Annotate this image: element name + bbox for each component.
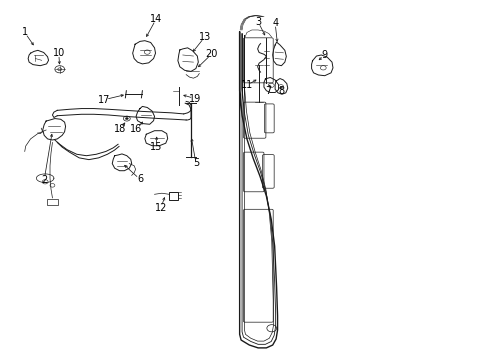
Text: 19: 19 (188, 94, 201, 104)
Text: 12: 12 (154, 203, 167, 213)
Text: 11: 11 (240, 80, 252, 90)
Text: 2: 2 (41, 175, 47, 185)
Text: 16: 16 (130, 124, 142, 134)
Text: 7: 7 (264, 86, 270, 96)
Text: 4: 4 (271, 18, 278, 28)
Text: 1: 1 (21, 27, 28, 37)
Text: 18: 18 (114, 124, 126, 134)
Text: 20: 20 (205, 49, 217, 59)
Text: 9: 9 (321, 50, 327, 60)
Text: 15: 15 (149, 142, 162, 152)
Text: 8: 8 (277, 86, 284, 96)
Text: 13: 13 (198, 32, 210, 42)
Text: 3: 3 (255, 17, 261, 27)
Text: 5: 5 (192, 158, 199, 168)
Text: 10: 10 (53, 48, 65, 58)
Text: 6: 6 (137, 174, 142, 184)
Text: 14: 14 (150, 14, 162, 24)
Text: 17: 17 (98, 95, 110, 105)
Circle shape (125, 117, 128, 120)
